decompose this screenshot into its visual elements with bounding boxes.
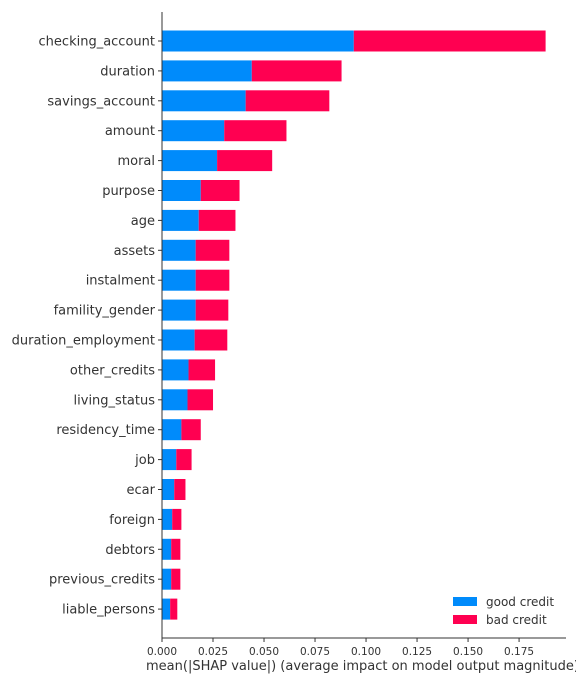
x-tick-label: 0.025 [198, 646, 228, 658]
legend: good credit bad credit [453, 595, 554, 627]
y-tick-label: purpose [102, 184, 155, 199]
bar-duration_employment-bad [194, 329, 228, 351]
y-tick-label: duration_employment [12, 334, 155, 349]
bar-foreign-good [162, 508, 173, 530]
bar-purpose-good [162, 180, 201, 201]
bar-residency_time-good [162, 419, 182, 441]
bar-assets-good [162, 239, 196, 261]
x-axis-label: mean(|SHAP value|) (average impact on mo… [146, 659, 576, 674]
y-tick-label: living_status [74, 393, 156, 408]
bar-living_status-good [162, 389, 188, 411]
bar-living_status-bad [187, 389, 214, 411]
bar-duration-good [162, 60, 252, 82]
y-tick-label: moral [117, 154, 155, 169]
y-tick-label: foreign [109, 513, 155, 528]
bar-debtors-good [162, 538, 172, 560]
bar-famility_gender-good [162, 299, 196, 321]
bar-instalment-bad [195, 269, 230, 291]
legend-swatch-bad [453, 615, 477, 624]
bar-age-bad [198, 209, 236, 231]
bar-moral-bad [217, 150, 273, 172]
y-tick-label: checking_account [39, 35, 155, 50]
bar-famility_gender-bad [195, 299, 229, 321]
plot-area [162, 30, 546, 620]
y-tick-label: debtors [105, 543, 155, 558]
bar-debtors-bad [171, 538, 181, 560]
legend-swatch-good [453, 597, 477, 606]
bar-assets-bad [195, 239, 230, 261]
bar-job-good [162, 449, 177, 471]
bar-moral-good [162, 150, 218, 172]
x-tick-label: 0.075 [300, 646, 330, 658]
y-tick-label: savings_account [47, 94, 155, 109]
bar-duration_employment-good [162, 329, 195, 351]
bar-checking_account-good [162, 30, 354, 52]
bar-other_credits-good [162, 359, 189, 381]
y-tick-label: age [131, 214, 155, 229]
bar-savings_account-bad [245, 90, 330, 112]
bar-liable_persons-bad [170, 598, 178, 620]
y-tick-label: famility_gender [54, 304, 156, 319]
x-tick-label: 0.000 [147, 646, 177, 658]
legend-label-bad: bad credit [486, 613, 547, 627]
x-tick-label: 0.125 [402, 646, 432, 658]
y-tick-label: ecar [127, 483, 156, 498]
x-tick-label: 0.175 [504, 646, 534, 658]
y-tick-label: other_credits [70, 363, 155, 378]
x-tick-label: 0.150 [453, 646, 483, 658]
bar-age-good [162, 209, 199, 231]
bar-other_credits-bad [188, 359, 216, 381]
y-tick-label: assets [114, 244, 156, 259]
legend-label-good: good credit [486, 595, 554, 609]
y-axis: checking_account duration savings_accounta… [12, 12, 163, 638]
bar-previous_credits-good [162, 568, 172, 590]
bar-savings_account-good [162, 90, 246, 112]
bar-instalment-good [162, 269, 196, 291]
bar-amount-good [162, 120, 225, 142]
bar-liable_persons-good [162, 598, 171, 620]
y-tick-label: residency_time [56, 423, 155, 438]
y-tick-label: amount [105, 124, 155, 139]
bar-residency_time-bad [181, 419, 201, 441]
bar-ecar-good [162, 479, 175, 500]
y-tick-label: liable_persons [62, 603, 155, 618]
bar-purpose-bad [200, 180, 240, 201]
x-tick-label: 0.100 [351, 646, 381, 658]
bar-previous_credits-bad [171, 568, 181, 590]
bar-duration-bad [251, 60, 342, 82]
bar-job-bad [176, 449, 192, 471]
bar-checking_account-bad [353, 30, 546, 52]
x-axis: 0.000 0.025 0.050 0.075 0.100 0.125 0.150 0.175 [147, 637, 566, 658]
x-tick-label: 0.050 [249, 646, 279, 658]
y-tick-label: previous_credits [49, 573, 155, 588]
bar-ecar-bad [174, 479, 186, 500]
bar-amount-bad [224, 120, 287, 142]
y-tick-label: job [134, 453, 155, 468]
bar-foreign-bad [172, 508, 182, 530]
y-tick-label: duration [100, 64, 155, 79]
y-tick-label: instalment [86, 274, 155, 289]
